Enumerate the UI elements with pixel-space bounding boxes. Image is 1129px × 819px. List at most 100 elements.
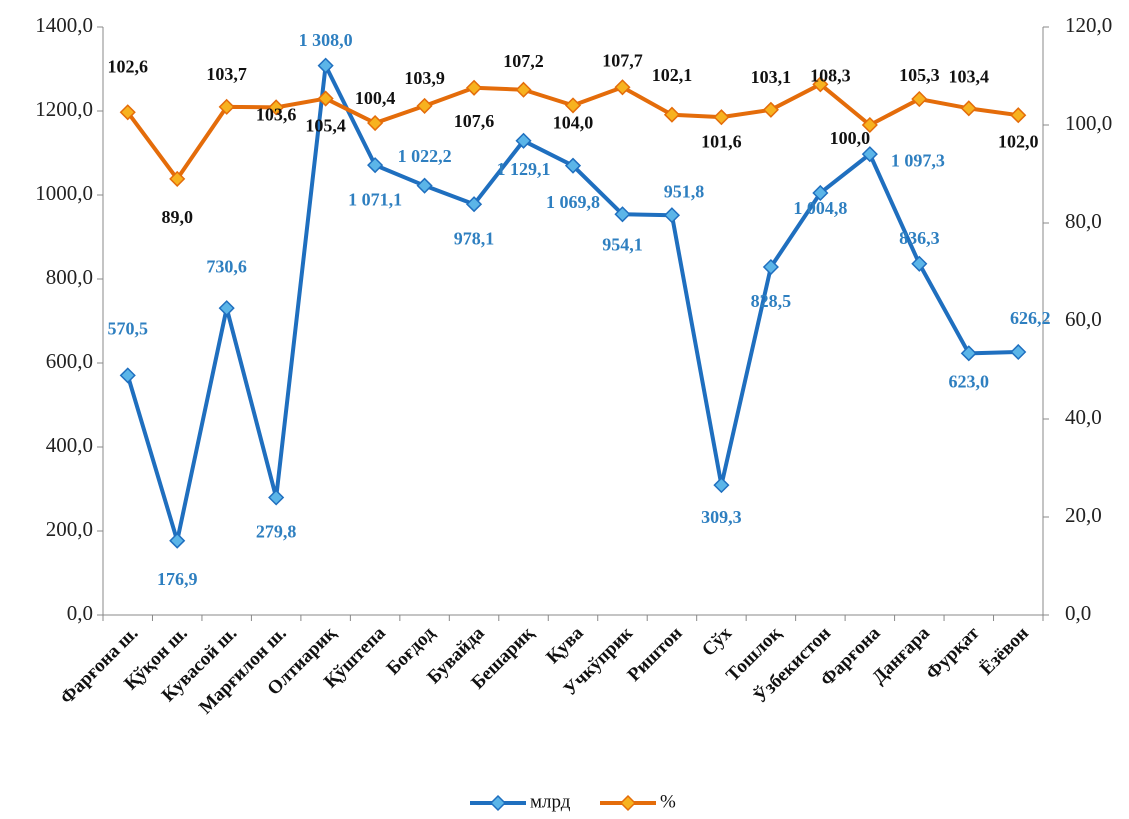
y-tick-label: 600,0 — [46, 349, 93, 373]
marker — [911, 255, 928, 272]
data-label: 105,4 — [305, 116, 346, 136]
marker — [762, 258, 779, 276]
y2-tick-label: 0,0 — [1065, 601, 1091, 625]
marker — [218, 300, 235, 317]
marker — [713, 477, 730, 494]
y-tick-label: 1200,0 — [35, 97, 93, 121]
data-label: 102,1 — [652, 65, 693, 85]
y2-tick-label: 100,0 — [1065, 111, 1112, 135]
data-label: 279,8 — [256, 522, 297, 542]
marker — [268, 489, 285, 506]
marker — [268, 99, 285, 116]
marker — [762, 101, 779, 118]
data-label: 89,0 — [161, 207, 193, 227]
data-label: 626,2 — [1010, 308, 1051, 328]
legend-marker — [489, 794, 507, 812]
data-label: 103,1 — [751, 67, 792, 87]
data-label: 176,9 — [157, 569, 198, 589]
data-label: 730,6 — [206, 256, 247, 276]
data-label: 103,7 — [206, 64, 247, 84]
y2-tick-label: 40,0 — [1065, 405, 1102, 429]
marker — [169, 170, 186, 187]
marker — [465, 196, 483, 213]
marker — [564, 157, 582, 174]
marker — [367, 157, 384, 174]
marker — [812, 76, 829, 93]
data-label: 107,2 — [503, 51, 544, 71]
data-label: 103,9 — [404, 68, 445, 88]
y-tick-label: 0,0 — [67, 601, 93, 625]
marker — [119, 104, 136, 121]
marker — [713, 109, 730, 126]
marker — [861, 116, 878, 134]
marker — [911, 90, 928, 108]
y2-tick-label: 20,0 — [1065, 503, 1102, 527]
data-label: 107,6 — [454, 111, 495, 131]
y-tick-label: 800,0 — [46, 265, 93, 289]
data-label: 107,7 — [602, 50, 643, 70]
y-tick-label: 400,0 — [46, 433, 93, 457]
data-label: 102,0 — [998, 131, 1039, 151]
data-label: 570,5 — [107, 319, 148, 339]
x-tick-label: Риштон — [624, 623, 687, 686]
marker — [416, 97, 433, 114]
y2-tick-label: 80,0 — [1065, 209, 1102, 233]
marker — [515, 81, 532, 98]
legend-marker — [619, 794, 637, 812]
data-label: 1 097,3 — [891, 150, 945, 170]
series-line — [125, 63, 1019, 543]
marker — [812, 184, 829, 202]
data-label: 623,0 — [949, 371, 990, 391]
y2-tick-label: 120,0 — [1065, 13, 1112, 37]
data-label: 1 129,1 — [497, 159, 551, 179]
marker — [1010, 107, 1027, 124]
data-label: 828,5 — [751, 291, 792, 311]
marker — [960, 100, 977, 117]
marker — [614, 206, 631, 223]
data-label: 1 071,1 — [348, 189, 402, 209]
marker — [367, 114, 384, 132]
x-tick-label: Фурқат — [922, 622, 984, 684]
data-label: 100,0 — [830, 128, 871, 148]
y-tick-label: 1400,0 — [35, 13, 93, 37]
data-label: 309,3 — [701, 507, 742, 527]
data-label: 954,1 — [602, 234, 643, 254]
x-tick-label: Фарғона ш. — [56, 623, 142, 709]
data-label: 1 069,8 — [546, 192, 600, 212]
marker — [663, 207, 681, 224]
y2-tick-label: 60,0 — [1065, 307, 1102, 331]
data-label: 978,1 — [454, 228, 495, 248]
data-label: 1 308,0 — [299, 30, 353, 50]
marker — [564, 97, 582, 114]
y-tick-label: 1000,0 — [35, 181, 93, 205]
legend-label: млрд — [530, 791, 571, 812]
marker — [416, 177, 433, 194]
data-label: 100,4 — [355, 88, 396, 108]
data-label: 102,6 — [107, 56, 148, 76]
data-label: 103,6 — [256, 104, 297, 124]
data-label: 104,0 — [553, 113, 594, 133]
data-label: 108,3 — [810, 65, 851, 85]
marker — [317, 57, 334, 74]
marker — [614, 79, 631, 96]
marker — [663, 106, 681, 123]
data-label: 103,4 — [949, 66, 990, 86]
marker — [861, 146, 878, 163]
data-label: 951,8 — [664, 181, 705, 201]
marker — [218, 98, 235, 115]
x-tick-label: Сўх — [698, 622, 736, 660]
marker — [317, 90, 334, 107]
data-label: 836,3 — [899, 228, 940, 248]
marker — [1010, 343, 1027, 361]
marker — [465, 79, 483, 96]
marker — [119, 367, 136, 384]
legend-label: % — [660, 791, 676, 812]
x-tick-label: Ёзёвон — [976, 623, 1033, 680]
y-tick-label: 200,0 — [46, 517, 93, 541]
data-label: 101,6 — [701, 131, 742, 151]
data-label: 1 004,8 — [793, 198, 847, 218]
marker — [960, 345, 977, 362]
marker — [169, 532, 186, 549]
x-tick-label: Қува — [542, 622, 588, 668]
